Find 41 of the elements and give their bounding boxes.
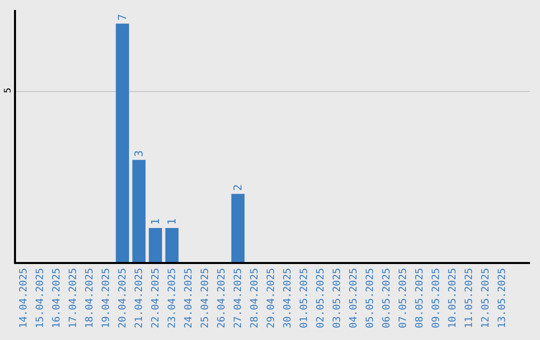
x-tick-label: 25.04.2025 (200, 268, 212, 328)
x-tick-label: 26.04.2025 (216, 268, 228, 328)
x-tick-label: 04.05.2025 (348, 268, 360, 328)
x-tick-label: 12.05.2025 (480, 268, 492, 328)
x-tick-label: 11.05.2025 (464, 268, 476, 328)
data-label: 3 (132, 150, 146, 157)
x-tick-label: 16.04.2025 (52, 268, 63, 328)
x-tick-label: 21.04.2025 (134, 268, 146, 328)
y-tick-label: 5 (3, 88, 14, 94)
x-tick-label: 09.05.2025 (431, 268, 442, 328)
x-tick-label: 06.05.2025 (382, 268, 393, 328)
data-label: 2 (231, 184, 244, 191)
data-label: 7 (116, 14, 129, 21)
x-tick-label: 29.04.2025 (266, 268, 278, 328)
bar (148, 228, 162, 262)
x-tick-label: 05.05.2025 (365, 268, 376, 328)
x-tick-label: 13.05.2025 (497, 268, 508, 328)
x-tick-label: 02.05.2025 (316, 268, 327, 328)
x-tick-label: 20.04.2025 (118, 268, 129, 328)
x-tick-label: 14.04.2025 (18, 268, 30, 328)
bar (231, 194, 245, 262)
data-label: 1 (148, 218, 162, 225)
x-tick-label: 22.04.2025 (150, 268, 162, 328)
x-tick-label: 07.05.2025 (398, 268, 410, 328)
x-tick-label: 18.04.2025 (84, 268, 96, 328)
x-tick-label: 27.04.2025 (233, 268, 244, 328)
x-tick-label: 19.04.2025 (101, 268, 112, 328)
data-label: 1 (165, 218, 178, 225)
bar (116, 24, 130, 262)
x-tick-label: 30.04.2025 (282, 268, 294, 328)
x-tick-label: 03.05.2025 (332, 268, 344, 328)
bar (165, 228, 179, 262)
x-tick-label: 28.04.2025 (250, 268, 261, 328)
x-tick-label: 17.04.2025 (68, 268, 80, 328)
x-tick-label: 01.05.2025 (299, 268, 310, 328)
x-tick-label: 15.04.2025 (35, 268, 46, 328)
x-tick-label: 24.04.2025 (184, 268, 195, 328)
x-tick-label: 10.05.2025 (448, 268, 459, 328)
x-tick-label: 08.05.2025 (414, 268, 426, 328)
x-tick-label: 23.04.2025 (167, 268, 178, 328)
bar (132, 160, 146, 262)
